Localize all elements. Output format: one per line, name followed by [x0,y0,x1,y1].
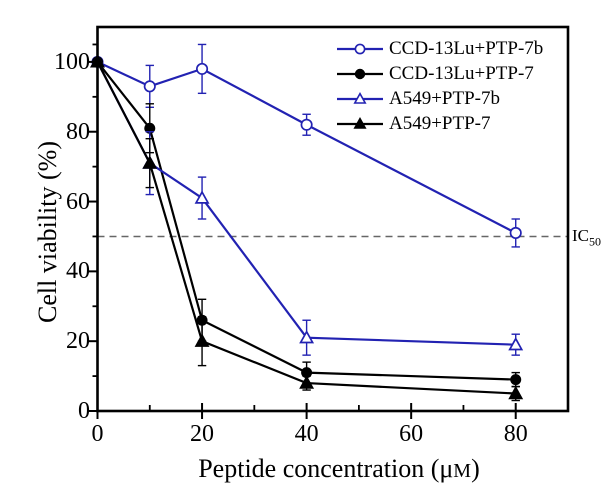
x-tick-label: 40 [294,421,319,447]
data-point-marker [194,333,210,347]
data-point-marker [299,375,315,389]
x-tick-label: 60 [399,421,424,447]
x-tick-label: 0 [91,421,104,447]
ic50-annotation: IC50 [572,226,601,249]
data-point-marker [510,374,522,386]
data-point-marker [508,336,524,351]
x-axis-title: Peptide concentration (μM) [198,454,480,484]
legend-item: CCD-13Lu+PTP-7b [336,38,544,59]
x-tick-label: 80 [503,421,528,447]
data-point-marker [194,190,210,204]
legend-label: A549+PTP-7 [389,113,491,134]
legend-item: A549+PTP-7b [336,88,501,109]
legend-label: CCD-13Lu+PTP-7 [389,63,534,84]
x-axis-title-close: ) [471,454,480,483]
legend-swatch [337,91,383,104]
data-point-marker [143,80,156,93]
x-axis-unit: M [453,460,472,482]
data-point-marker [142,155,158,169]
data-point-marker [300,118,313,131]
legend-item: A549+PTP-7 [336,113,491,134]
data-point-marker [508,385,524,400]
legend-swatch [337,68,383,80]
data-point-marker [299,329,315,344]
y-tick-label: 100 [54,48,90,75]
legend-label: CCD-13Lu+PTP-7b [389,38,544,59]
legend-label: A549+PTP-7b [389,88,501,109]
legend-swatch [337,43,383,55]
data-point-marker [196,62,209,75]
y-tick-label: 40 [66,258,90,285]
ic50-subscript: 50 [589,234,601,249]
legend-swatch [337,116,383,129]
y-tick-label: 0 [78,398,90,424]
legend-item: CCD-13Lu+PTP-7 [336,63,534,84]
y-tick-label: 20 [66,328,90,355]
y-tick-label: 80 [66,118,90,145]
plot-frame [96,25,570,413]
x-tick-label: 20 [190,421,215,447]
data-point-marker [509,226,522,240]
ic50-text: IC [572,226,589,245]
x-axis-title-text: Peptide concentration (μ [198,454,454,483]
y-tick-label: 60 [66,188,90,215]
y-axis-title: Cell viability (%) [33,141,62,323]
